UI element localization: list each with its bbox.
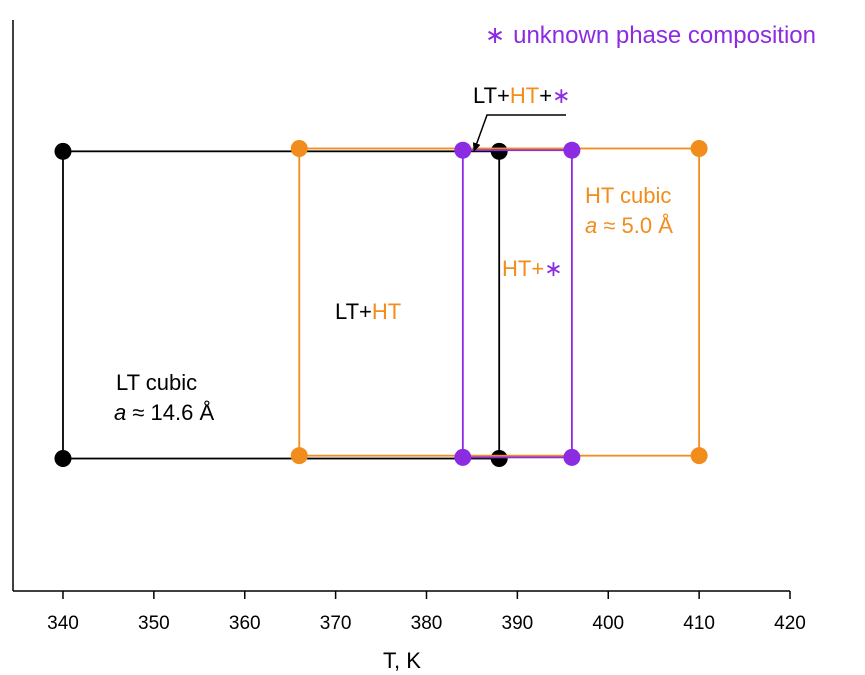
ht-lattice-value: ≈ 5.0 Å [597, 213, 673, 238]
lt-ht-star-part3: + [539, 83, 552, 108]
x-tick-label-390: 390 [502, 613, 534, 634]
x-tick-label-370: 370 [320, 613, 352, 634]
lt-lattice-value: ≈ 14.6 Å [126, 400, 214, 425]
annotation-ht-cubic-line2: a ≈ 5.0 Å [585, 213, 673, 238]
x-tick-label-420: 420 [774, 613, 806, 634]
lt-ht-part2: HT [372, 299, 401, 324]
point-lt-top-left [54, 142, 72, 160]
annotation-ht-star: HT+∗ [502, 256, 563, 281]
box-ht [290, 139, 708, 465]
point-unknown-bottom-right [563, 448, 581, 466]
box-unknown-outline [461, 149, 573, 459]
x-tick-label-400: 400 [592, 613, 624, 634]
legend-symbol: ∗ [485, 22, 505, 49]
leader-arrow [472, 114, 566, 152]
x-tick-label-380: 380 [411, 613, 443, 634]
annotation-lt-ht-star: LT+HT+∗ [473, 83, 571, 108]
annotation-ht-cubic-line1: HT cubic [585, 183, 671, 208]
x-tick-label-350: 350 [138, 613, 170, 634]
annotation-lt-cubic-line1: LT cubic [116, 370, 197, 395]
ht-star-part2: ∗ [544, 256, 562, 281]
box-unknown [454, 141, 581, 466]
x-tick-label-410: 410 [683, 613, 715, 634]
point-ht-bottom-right [690, 447, 708, 465]
lt-ht-star-part2: HT [510, 83, 539, 108]
lt-ht-part1: LT+ [335, 299, 372, 324]
ht-lattice-var: a [585, 213, 597, 238]
point-lt-bottom-left [54, 450, 72, 468]
box-ht-outline [298, 147, 701, 457]
box-lt [54, 142, 508, 468]
legend: ∗ unknown phase composition [485, 22, 816, 49]
point-ht-bottom-left [290, 447, 308, 465]
point-unknown-top-left [454, 141, 472, 159]
annotation-lt-cubic-line2: a ≈ 14.6 Å [114, 400, 214, 425]
point-unknown-top-right [563, 141, 581, 159]
phase-boxes [54, 139, 708, 468]
point-unknown-bottom-left [454, 448, 472, 466]
lt-ht-star-part1: LT+ [473, 83, 510, 108]
legend-text: unknown phase composition [513, 22, 816, 49]
x-axis-label: T, K [383, 648, 421, 673]
point-ht-top-right [690, 139, 708, 157]
point-lt-bottom-right [490, 450, 508, 468]
point-ht-top-left [290, 139, 308, 157]
x-tick-label-360: 360 [229, 613, 261, 634]
box-lt-outline [62, 150, 501, 460]
ht-star-part1: HT+ [502, 256, 544, 281]
x-tick-label-340: 340 [47, 613, 79, 634]
annotation-lt-ht: LT+HT [335, 299, 401, 324]
lt-lattice-var: a [114, 400, 126, 425]
x-axis-ticks: 340 350 360 370 380 390 400 410 420 [47, 591, 806, 634]
lt-ht-star-part4: ∗ [552, 83, 570, 108]
point-lt-top-right [490, 142, 508, 160]
